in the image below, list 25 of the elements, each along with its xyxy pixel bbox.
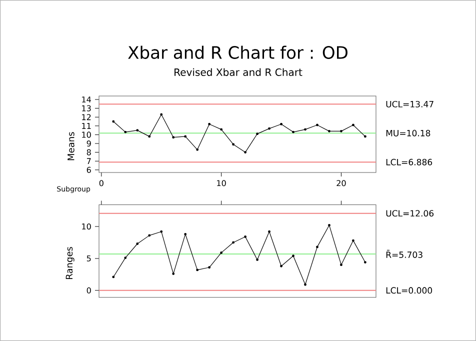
x-tick-label: 10	[217, 180, 226, 186]
y-tick-label: 10	[82, 223, 91, 230]
y-tick-label: 11	[82, 122, 91, 129]
ref-line-label: MU=10.18	[386, 130, 430, 136]
ref-line-label: UCL=12.06	[386, 210, 434, 217]
y-tick-label: 7	[86, 158, 91, 164]
chart-subtitle: Revised Xbar and R Chart	[174, 68, 302, 76]
y-axis-title: Ranges	[66, 246, 74, 279]
y-tick-label: 9	[86, 140, 91, 147]
chart-title: Xbar and R Chart for : OD	[128, 46, 348, 59]
y-axis-title: Means	[68, 132, 74, 160]
y-tick-label: 5	[86, 255, 91, 262]
y-tick-label: 8	[86, 149, 91, 156]
y-tick-label: 10	[82, 132, 91, 138]
y-tick-label: 13	[82, 105, 91, 112]
ref-line-label: LCL=0.000	[386, 287, 432, 294]
y-tick-label: 12	[82, 114, 91, 120]
ref-line-label: UCL=13.47	[386, 100, 434, 108]
ref-line-label: R̄=5.703	[386, 250, 422, 258]
y-tick-label: 14	[82, 96, 91, 102]
y-tick-label: 0	[86, 287, 91, 294]
ref-line-label: LCL=6.886	[386, 158, 432, 166]
x-tick-label: 20	[336, 180, 346, 186]
x-tick-label: 0	[99, 180, 104, 186]
y-tick-label: 6	[86, 166, 91, 173]
